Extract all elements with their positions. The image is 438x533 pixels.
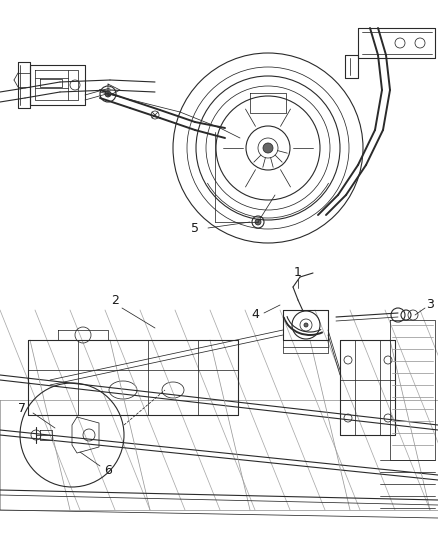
Text: 5: 5 <box>191 222 199 235</box>
Text: 2: 2 <box>111 294 119 306</box>
Text: 6: 6 <box>104 464 112 477</box>
Text: 1: 1 <box>294 265 302 279</box>
Circle shape <box>304 323 308 327</box>
Text: 7: 7 <box>18 401 26 415</box>
Text: 3: 3 <box>426 298 434 311</box>
Circle shape <box>263 143 273 153</box>
Circle shape <box>255 219 261 225</box>
Circle shape <box>105 91 111 97</box>
Text: 4: 4 <box>251 309 259 321</box>
